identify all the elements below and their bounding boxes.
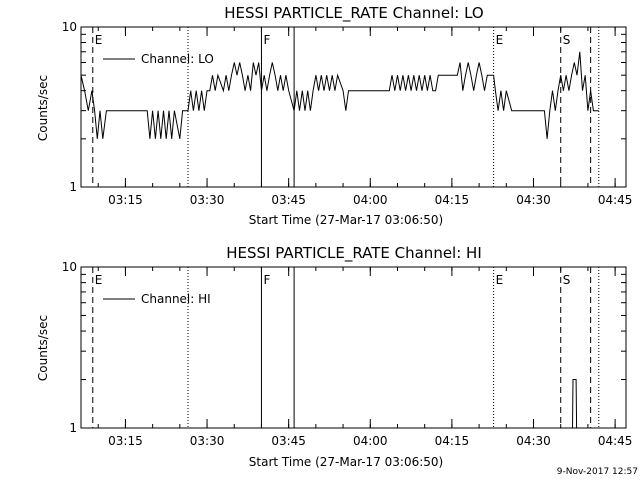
- panel-hi-legend-label: Channel: HI: [141, 292, 211, 306]
- y-tick-label-hi: 1: [69, 421, 77, 435]
- event-marker-label-lo: F: [263, 33, 270, 47]
- x-tick-label-hi: 04:00: [353, 434, 388, 448]
- y-tick-label-lo: 10: [62, 20, 77, 34]
- x-tick-label-lo: 04:00: [353, 193, 388, 207]
- panel-hi-title: HESSI PARTICLE_RATE Channel: HI: [226, 244, 482, 263]
- plot-frame-hi: [80, 266, 627, 429]
- panel-lo-title: HESSI PARTICLE_RATE Channel: LO: [224, 4, 483, 23]
- x-tick-label-lo: 04:30: [516, 193, 551, 207]
- y-tick-label-lo: 1: [69, 180, 77, 194]
- panel-lo-ylabel: Counts/sec: [36, 75, 50, 141]
- x-tick-label-hi: 04:45: [598, 434, 633, 448]
- x-tick-label-lo: 03:45: [271, 193, 306, 207]
- x-tick-label-lo: 03:30: [190, 193, 225, 207]
- panel-lo-xlabel: Start Time (27-Mar-17 03:06:50): [249, 213, 443, 227]
- x-tick-label-hi: 04:30: [516, 434, 551, 448]
- series-line-lo: [80, 51, 599, 139]
- y-tick-label-hi: 10: [62, 260, 77, 274]
- event-marker-label-hi: E: [95, 273, 103, 287]
- x-tick-label-hi: 04:15: [435, 434, 470, 448]
- event-marker-label-hi: S: [563, 273, 571, 287]
- event-marker-label-hi: F: [263, 273, 270, 287]
- event-marker-label-lo: E: [496, 33, 504, 47]
- x-tick-label-lo: 04:45: [598, 193, 633, 207]
- panel-lo: HESSI PARTICLE_RATE Channel: LO Start Ti…: [36, 4, 632, 227]
- x-tick-label-hi: 03:45: [271, 434, 306, 448]
- x-tick-label-lo: 03:15: [108, 193, 143, 207]
- x-tick-label-hi: 03:30: [190, 434, 225, 448]
- x-tick-label-lo: 04:15: [435, 193, 470, 207]
- plot-frame-lo: [80, 26, 627, 188]
- event-marker-label-hi: E: [496, 273, 504, 287]
- panel-hi-xlabel: Start Time (27-Mar-17 03:06:50): [249, 455, 443, 469]
- panel-lo-legend-label: Channel: LO: [141, 52, 214, 66]
- panel-hi: HESSI PARTICLE_RATE Channel: HI Start Ti…: [36, 244, 632, 469]
- plot-timestamp: 9-Nov-2017 12:57: [557, 467, 638, 477]
- panel-hi-ylabel: Counts/sec: [36, 315, 50, 381]
- event-marker-label-lo: S: [563, 33, 571, 47]
- x-tick-label-hi: 03:15: [108, 434, 143, 448]
- event-marker-label-lo: E: [95, 33, 103, 47]
- series-line-hi: [572, 379, 578, 429]
